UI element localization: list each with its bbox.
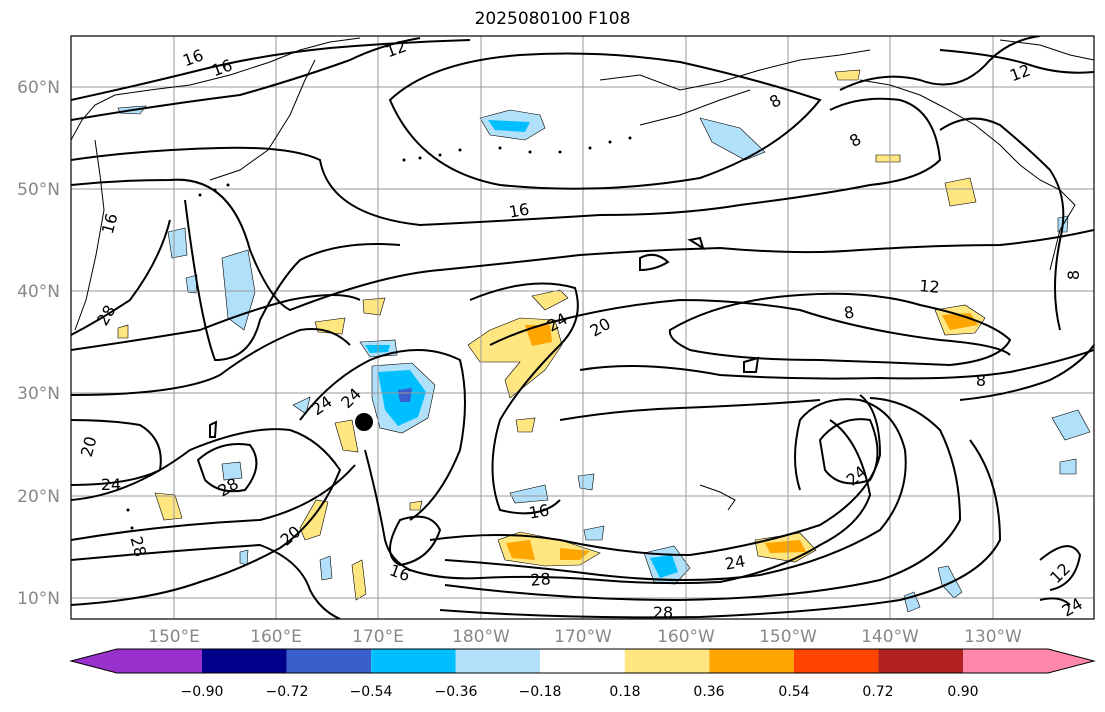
colorbar-tick-label: −0.54: [350, 684, 393, 700]
contour-label: 28: [127, 534, 151, 559]
contour-label: 24: [337, 384, 365, 412]
colorbar-segment: [878, 649, 963, 673]
lon-label: 150°W: [759, 627, 817, 647]
colorbar-segment: [71, 649, 202, 673]
lon-label: 160°W: [657, 627, 715, 647]
longitude-axis: 150°E 160°E 170°E 180°W 170°W 160°W 150°…: [148, 627, 1022, 647]
lat-label: 30°N: [17, 384, 60, 404]
contour-label: 12: [919, 276, 941, 297]
lon-label: 170°W: [554, 627, 612, 647]
contour-label: 16: [527, 500, 550, 522]
contour-label: 24: [308, 392, 336, 419]
contour-label: 28: [653, 603, 673, 622]
colorbar-segment: [202, 649, 287, 673]
shaded-anomaly-layer: [117, 69, 1091, 613]
colorbar-segment: [793, 649, 879, 673]
colorbar-segment: [540, 649, 625, 673]
lat-label: 10°N: [17, 589, 60, 609]
contour-label: 28: [93, 302, 120, 329]
contour-label: 28: [530, 569, 552, 590]
island-chain: [126, 136, 632, 530]
latitude-axis: 60°N 50°N 40°N 30°N 20°N 10°N: [17, 78, 60, 609]
lat-label: 40°N: [17, 282, 60, 302]
colorbar-tick-label: −0.18: [519, 684, 562, 700]
map-frame: [70, 35, 1095, 620]
lon-label: 150°E: [148, 627, 200, 647]
contour-label: 20: [587, 314, 614, 341]
contour-label: 24: [723, 551, 746, 573]
colorbar-segment: [455, 649, 541, 673]
colorbar-tick-label: 0.90: [947, 684, 978, 700]
contour-label: 12: [1046, 559, 1074, 587]
contour-label: 8: [842, 302, 855, 322]
contour-label: 20: [77, 434, 101, 459]
lon-label: 140°W: [861, 627, 919, 647]
lon-label: 160°E: [250, 627, 302, 647]
lon-label: 130°W: [964, 627, 1022, 647]
colorbar: −0.90 −0.72 −0.54 −0.36 −0.18 0.18 0.36 …: [69, 648, 1096, 700]
lat-label: 20°N: [17, 487, 60, 507]
contour-label: 24: [101, 475, 121, 494]
lat-label: 50°N: [17, 180, 60, 200]
colorbar-outline: [69, 648, 1096, 674]
contour-label: 8: [1064, 270, 1083, 280]
colorbar-segment: [371, 649, 456, 673]
contour-label: 16: [387, 560, 413, 585]
contour-label: 16: [507, 199, 530, 221]
contour-label: 20: [277, 522, 305, 550]
contour-label: 8: [846, 129, 864, 151]
colorbar-ticks: −0.90 −0.72 −0.54 −0.36 −0.18 0.18 0.36 …: [181, 684, 979, 700]
colorbar-segment: [963, 649, 1094, 673]
lat-label: 60°N: [17, 78, 60, 98]
contour-label: 16: [98, 211, 122, 236]
lon-label: 170°E: [352, 627, 404, 647]
contour-label: 16: [180, 45, 206, 70]
contour-lines: [71, 36, 1094, 619]
coastlines: [71, 37, 1094, 511]
graticule: [71, 36, 1094, 619]
colorbar-tick-label: 0.36: [693, 684, 724, 700]
storm-position-marker: [355, 413, 373, 431]
colorbar-tick-label: −0.90: [181, 684, 224, 700]
colorbar-tick-label: 0.54: [778, 684, 809, 700]
lon-label: 180°W: [452, 627, 510, 647]
colorbar-tick-label: −0.36: [435, 684, 478, 700]
contour-label: 8: [976, 371, 986, 390]
colorbar-segments: [71, 649, 1094, 673]
contour-label: 16: [209, 55, 235, 80]
colorbar-segment: [624, 649, 710, 673]
colorbar-tick-label: −0.72: [266, 684, 309, 700]
colorbar-tick-label: 0.72: [862, 684, 893, 700]
contour-label: 8: [766, 90, 784, 112]
colorbar-tick-label: 0.18: [609, 684, 640, 700]
map-title: 2025080100 F108: [474, 9, 631, 29]
colorbar-segment: [709, 649, 794, 673]
contour-labels: 16 16 12 12 8 8 16 16 28 24 20 12 8 8 24…: [77, 36, 1086, 622]
colorbar-segment: [286, 649, 372, 673]
